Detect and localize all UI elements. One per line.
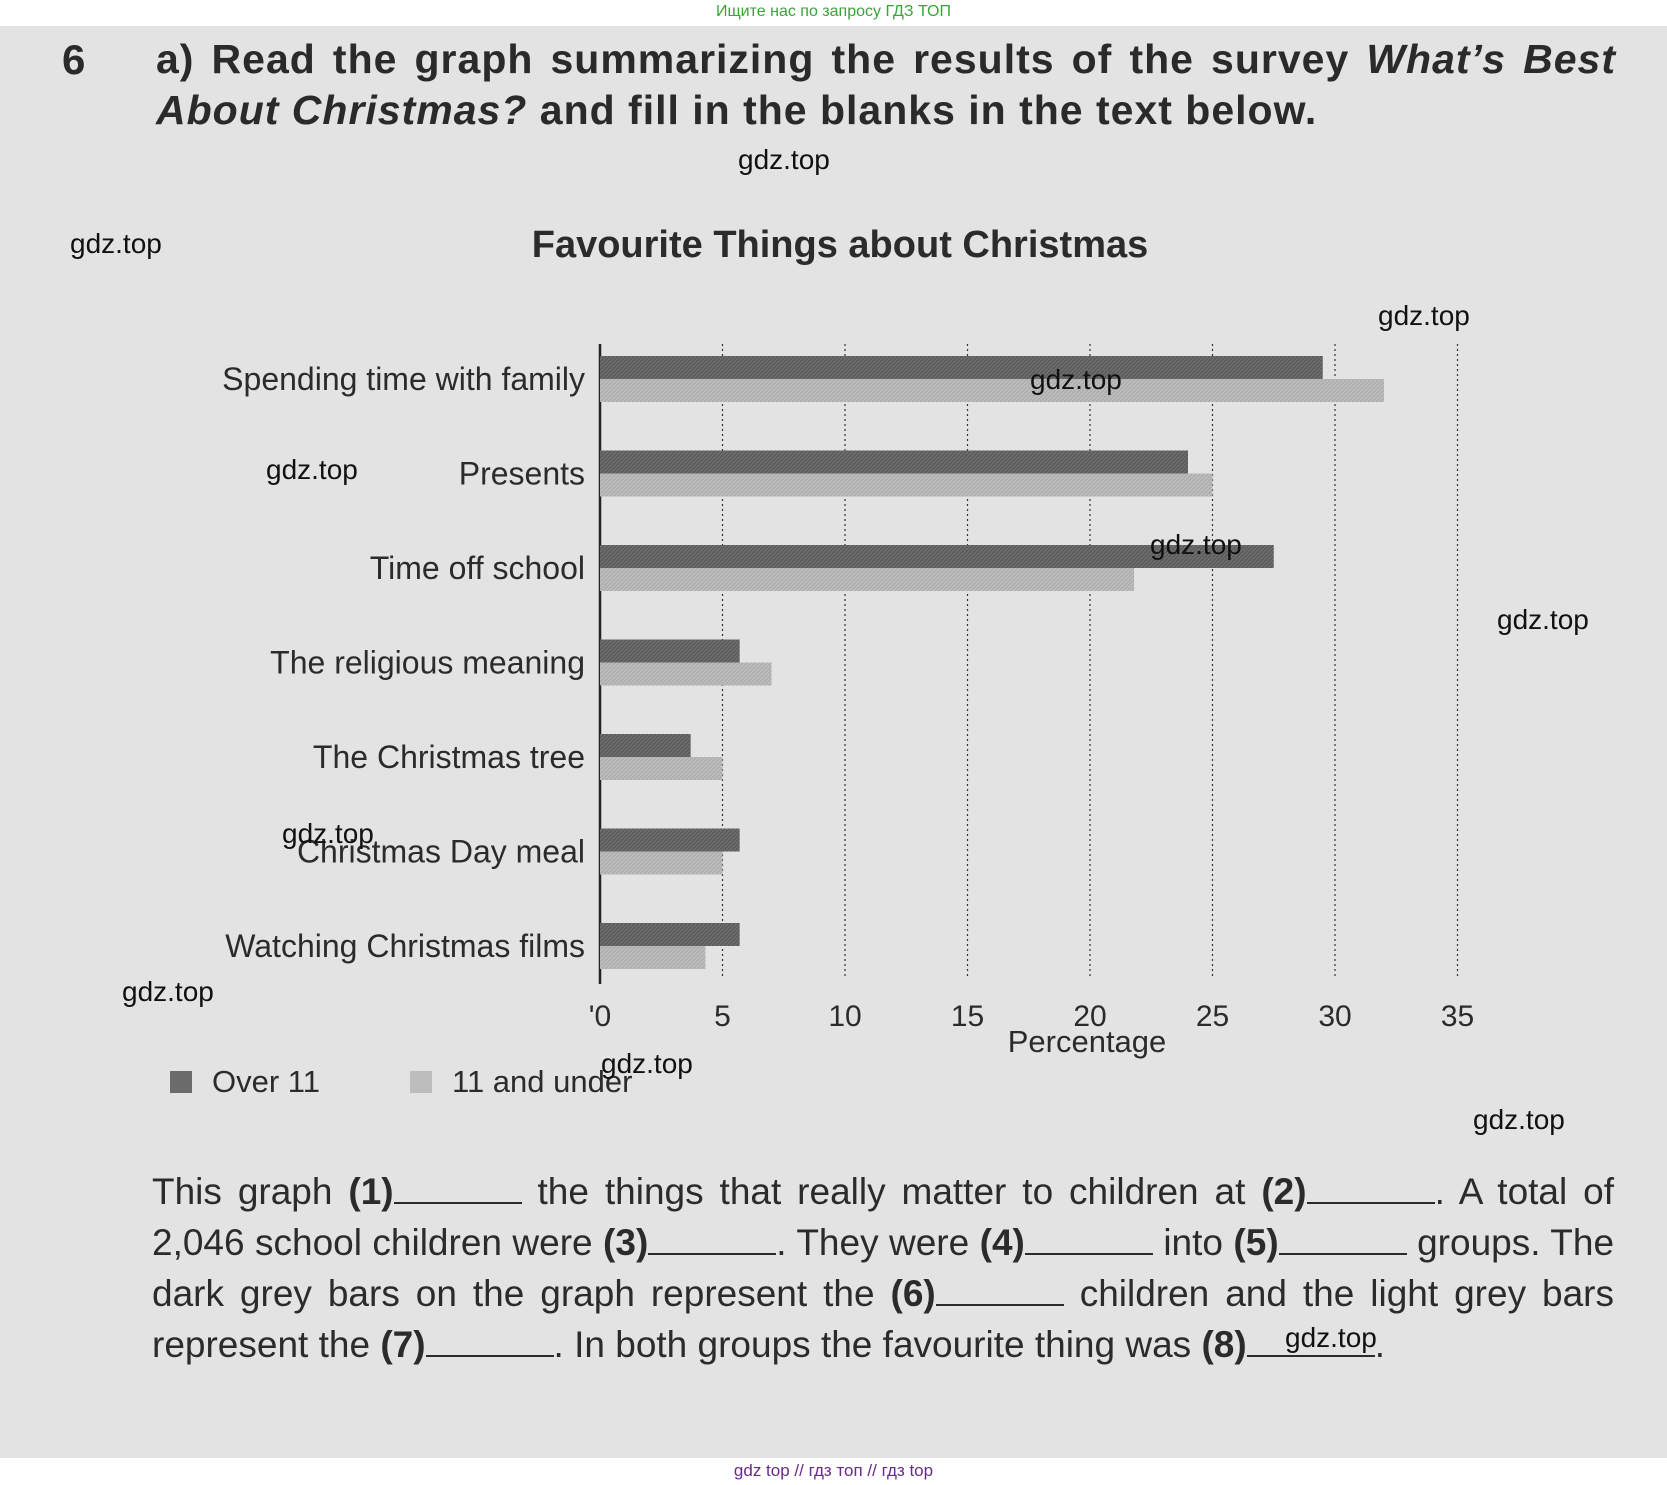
legend-11-and-under: 11 and under xyxy=(410,1064,632,1100)
blank-4[interactable] xyxy=(1024,1223,1153,1255)
instruction-text-2: and fill in the blanks in the text below… xyxy=(539,87,1318,133)
paragraph-text: children and the light grey bars represe… xyxy=(152,1273,1615,1365)
category-label: Time off school xyxy=(370,550,585,586)
exercise-instructions: a) Read the graph summarizing the result… xyxy=(156,34,1616,136)
watermark: gdz.top xyxy=(266,454,358,485)
paragraph-text: This graph xyxy=(152,1171,333,1212)
bar xyxy=(600,734,691,757)
paragraph-text: . In both groups the favourite thing was xyxy=(553,1324,1192,1365)
bar xyxy=(600,946,706,969)
blank-number: (4) xyxy=(979,1222,1025,1263)
bar xyxy=(600,828,740,852)
paragraph-text: . They were xyxy=(776,1222,970,1263)
blank-number: (1) xyxy=(348,1171,394,1212)
watermark: gdz.top xyxy=(70,228,162,259)
bar xyxy=(600,923,740,946)
watermark: gdz.top xyxy=(1473,1104,1565,1135)
bar xyxy=(600,639,740,663)
blank-2[interactable] xyxy=(1306,1172,1435,1204)
bars xyxy=(600,356,1384,969)
x-tick-label: 10 xyxy=(828,1000,861,1033)
x-tick-label: 35 xyxy=(1441,1000,1474,1033)
legend-over-11: Over 11 xyxy=(170,1064,320,1100)
bar xyxy=(600,662,772,686)
bar xyxy=(600,851,723,875)
category-label: The Christmas tree xyxy=(313,739,585,775)
blank-1[interactable] xyxy=(393,1172,522,1204)
watermark: gdz.top xyxy=(1150,529,1242,560)
legend-swatch-dark xyxy=(170,1071,192,1093)
x-tick-label: 15 xyxy=(951,1000,984,1033)
watermark: gdz.top xyxy=(1285,1322,1377,1353)
exercise-number: 6 xyxy=(62,36,86,83)
bar-chart: Spending time with family Presents Time of… xyxy=(222,344,1474,1059)
watermark: gdz.top xyxy=(1497,604,1589,635)
x-tick-label: 25 xyxy=(1196,1000,1229,1033)
bar xyxy=(600,757,723,780)
blank-6[interactable] xyxy=(935,1274,1064,1306)
bar xyxy=(600,473,1213,497)
paragraph-text: . A total of 2,046 school children were xyxy=(152,1171,1615,1263)
blank-5[interactable] xyxy=(1278,1223,1407,1255)
legend-swatch-light xyxy=(410,1071,432,1093)
top-banner: Ищите нас по запросу ГДЗ ТОП xyxy=(716,3,951,20)
x-tick-label: 5 xyxy=(714,1000,731,1033)
blank-number: (7) xyxy=(380,1324,426,1365)
blank-number: (6) xyxy=(890,1273,936,1314)
watermark: gdz.top xyxy=(738,144,830,175)
bar xyxy=(600,356,1323,379)
x-tick-label: '0 xyxy=(589,1000,611,1033)
blank-8[interactable] xyxy=(1246,1325,1375,1357)
x-axis-title: Percentage xyxy=(1008,1024,1167,1059)
x-tick-labels: '0 5 10 15 20 25 30 35 xyxy=(589,1000,1474,1033)
bar xyxy=(600,450,1188,474)
bar xyxy=(600,545,1274,568)
paragraph-text: into xyxy=(1163,1222,1223,1263)
watermark: gdz.top xyxy=(601,1048,693,1079)
watermark: gdz.top xyxy=(282,818,374,849)
watermark: gdz.top xyxy=(1030,364,1122,395)
legend-label: 11 and under xyxy=(452,1064,633,1099)
bottom-banner: gdz top // гдз топ // гдз top xyxy=(733,1461,934,1480)
paragraph-text: the things that really matter to childre… xyxy=(537,1171,1246,1212)
blank-number: (8) xyxy=(1201,1324,1247,1365)
watermark: gdz.top xyxy=(1378,300,1470,331)
paragraph-text: . xyxy=(1374,1324,1385,1365)
blank-number: (2) xyxy=(1261,1171,1307,1212)
blank-number: (3) xyxy=(603,1222,649,1263)
category-labels: Spending time with family Presents Time of… xyxy=(222,361,585,964)
bar xyxy=(600,379,1384,402)
fill-in-paragraph: This graph (1) the things that really ma… xyxy=(152,1166,1614,1370)
watermark: gdz.top xyxy=(122,976,214,1007)
category-label: Watching Christmas films xyxy=(225,928,585,964)
textbook-page: 6 a) Read the graph summarizing the resu… xyxy=(0,26,1667,1458)
paragraph-text: groups. The dark grey bars on the graph … xyxy=(152,1222,1615,1314)
bar xyxy=(600,568,1135,591)
survey-title: What’s Best About Christmas? xyxy=(156,36,1616,133)
instruction-text-1: a) Read the graph summarizing the result… xyxy=(156,36,1350,82)
blank-7[interactable] xyxy=(425,1325,554,1357)
x-tick-label: 20 xyxy=(1073,1000,1106,1033)
legend-label: Over 11 xyxy=(212,1064,320,1099)
category-label: Christmas Day meal xyxy=(297,834,585,870)
chart-title: Favourite Things about Christmas xyxy=(531,224,1149,266)
category-label: The religious meaning xyxy=(270,645,585,681)
x-tick-label: 30 xyxy=(1318,1000,1351,1033)
category-label: Presents xyxy=(459,456,585,492)
blank-number: (5) xyxy=(1233,1222,1279,1263)
category-label: Spending time with family xyxy=(222,361,585,397)
blank-3[interactable] xyxy=(648,1223,777,1255)
